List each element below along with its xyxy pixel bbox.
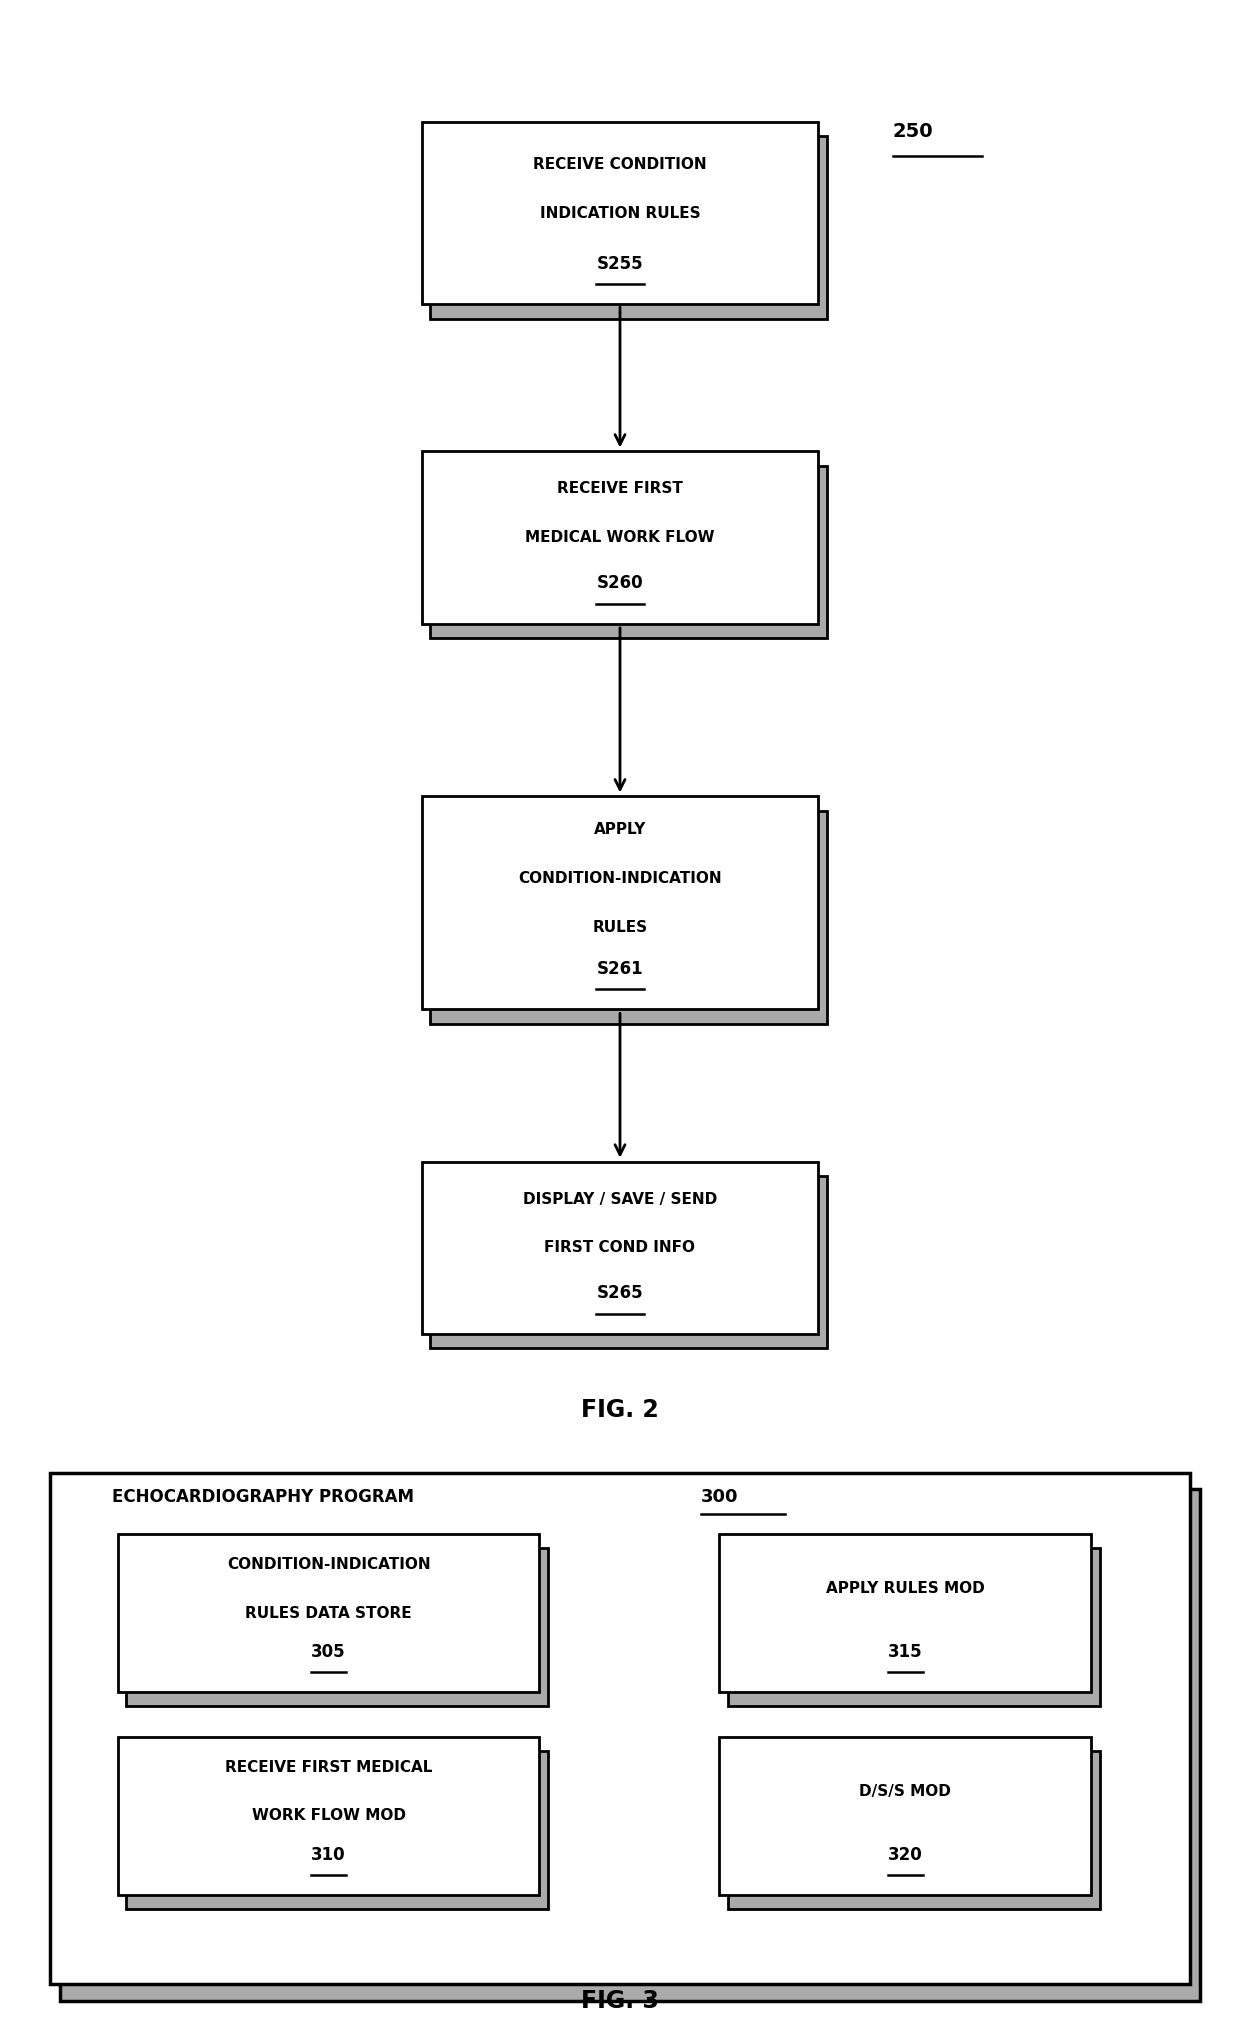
Bar bbox=[422, 1161, 818, 1335]
Text: S261: S261 bbox=[596, 960, 644, 978]
Bar bbox=[430, 1175, 827, 1347]
Bar bbox=[728, 1548, 1100, 1706]
Text: DISPLAY / SAVE / SEND: DISPLAY / SAVE / SEND bbox=[523, 1191, 717, 1207]
Text: 300: 300 bbox=[701, 1487, 738, 1506]
Bar bbox=[126, 1548, 548, 1706]
Text: MEDICAL WORK FLOW: MEDICAL WORK FLOW bbox=[526, 530, 714, 546]
Text: APPLY: APPLY bbox=[594, 822, 646, 838]
Text: FIG. 2: FIG. 2 bbox=[582, 1398, 658, 1422]
Bar bbox=[60, 1489, 1200, 2001]
Text: 320: 320 bbox=[888, 1846, 923, 1863]
Bar bbox=[719, 1737, 1091, 1895]
Text: 305: 305 bbox=[311, 1643, 346, 1660]
Bar bbox=[50, 1473, 1190, 1984]
Text: WORK FLOW MOD: WORK FLOW MOD bbox=[252, 1808, 405, 1824]
Text: RECEIVE CONDITION: RECEIVE CONDITION bbox=[533, 156, 707, 172]
Text: CONDITION-INDICATION: CONDITION-INDICATION bbox=[518, 870, 722, 887]
Text: FIRST COND INFO: FIRST COND INFO bbox=[544, 1240, 696, 1256]
Text: S255: S255 bbox=[596, 256, 644, 272]
Bar bbox=[430, 136, 827, 319]
Text: RECEIVE FIRST: RECEIVE FIRST bbox=[557, 481, 683, 497]
Text: 310: 310 bbox=[311, 1846, 346, 1863]
Bar bbox=[719, 1534, 1091, 1692]
Text: S265: S265 bbox=[596, 1284, 644, 1303]
Text: RULES DATA STORE: RULES DATA STORE bbox=[246, 1605, 412, 1621]
Bar bbox=[430, 810, 827, 1023]
Text: 315: 315 bbox=[888, 1643, 923, 1660]
Text: RECEIVE FIRST MEDICAL: RECEIVE FIRST MEDICAL bbox=[224, 1759, 433, 1775]
Bar bbox=[422, 795, 818, 1008]
Bar bbox=[126, 1751, 548, 1909]
Bar bbox=[422, 452, 818, 625]
Bar bbox=[118, 1737, 539, 1895]
Text: APPLY RULES MOD: APPLY RULES MOD bbox=[826, 1581, 985, 1597]
Text: INDICATION RULES: INDICATION RULES bbox=[539, 205, 701, 221]
Bar bbox=[728, 1751, 1100, 1909]
Text: CONDITION-INDICATION: CONDITION-INDICATION bbox=[227, 1556, 430, 1572]
Text: FIG. 3: FIG. 3 bbox=[582, 1988, 658, 2013]
Bar bbox=[118, 1534, 539, 1692]
Text: RULES: RULES bbox=[593, 919, 647, 935]
Text: S260: S260 bbox=[596, 574, 644, 592]
Text: ECHOCARDIOGRAPHY PROGRAM: ECHOCARDIOGRAPHY PROGRAM bbox=[112, 1487, 414, 1506]
Bar bbox=[422, 122, 818, 304]
Text: 250: 250 bbox=[893, 122, 934, 142]
Text: D/S/S MOD: D/S/S MOD bbox=[859, 1783, 951, 1800]
Bar bbox=[430, 467, 827, 637]
